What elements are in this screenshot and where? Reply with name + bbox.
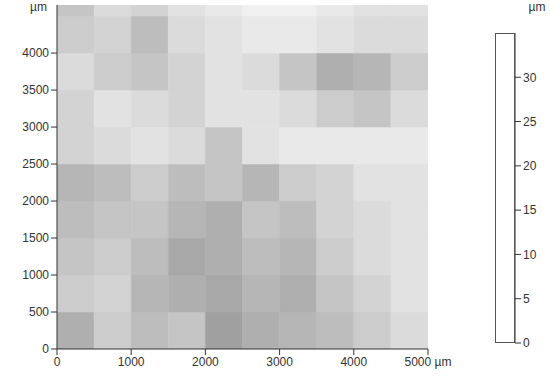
svg-text:1000: 1000 [118,355,145,369]
svg-text:1000: 1000 [22,268,49,282]
svg-text:10: 10 [523,248,537,262]
svg-text:5: 5 [523,292,530,306]
svg-text:4000: 4000 [22,46,49,60]
svg-text:2500: 2500 [22,157,49,171]
svg-text:3000: 3000 [266,355,293,369]
svg-text:3000: 3000 [22,120,49,134]
svg-text:20: 20 [523,159,537,173]
svg-text:15: 15 [523,203,537,217]
svg-text:5000 µm: 5000 µm [405,355,452,369]
svg-text:0: 0 [54,355,61,369]
svg-text:500: 500 [29,305,49,319]
svg-text:3500: 3500 [22,83,49,97]
svg-text:0: 0 [42,342,49,356]
svg-text:2000: 2000 [22,194,49,208]
svg-text:2000: 2000 [192,355,219,369]
html-text:µm: µm [528,0,546,14]
svg-text:30: 30 [523,71,537,85]
svg-text:1500: 1500 [22,231,49,245]
html-text:µm: µm [30,0,47,14]
svg-text:0: 0 [523,336,530,350]
svg-text:25: 25 [523,115,537,129]
svg-text:4000: 4000 [340,355,367,369]
